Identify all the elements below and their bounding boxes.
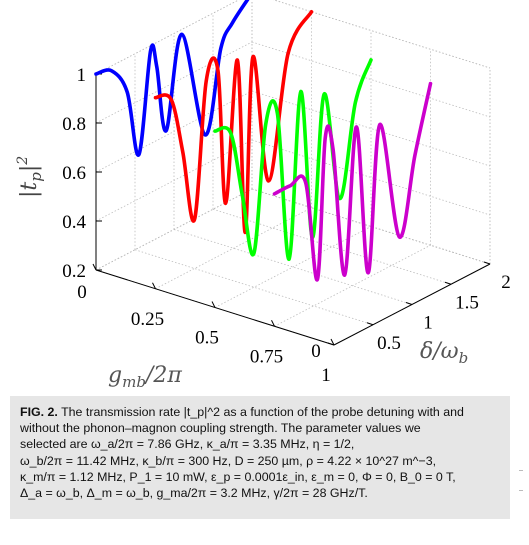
y-axis-label: δ/ωb	[420, 339, 468, 367]
grid-line-z	[251, 139, 491, 216]
chart-series-group	[94, 0, 433, 282]
grid-line-z	[251, 90, 491, 167]
x-tick-mark	[92, 263, 97, 271]
y-tick-mark	[327, 342, 335, 346]
x-tick-mark	[152, 282, 156, 289]
y-tick-label: 0.5	[377, 333, 401, 354]
x-tick-label: 1	[321, 365, 331, 386]
series-line-3	[272, 81, 433, 282]
grid-line-delta	[212, 208, 452, 285]
x-axis-label: gmb/2π	[108, 363, 182, 390]
caption-line-6: Δ_a = ω_b, Δ_m = ω_b, g_ma/2π = 3.2 MHz,…	[20, 486, 368, 501]
caption-line-4: ω_b/2π = 11.42 MHz, κ_b/π = 300 Hz, D = …	[20, 453, 437, 468]
grid-line-delta	[173, 229, 413, 305]
y-tick-label: 1	[423, 313, 433, 334]
grid-line-delta	[251, 188, 491, 265]
z-tick-label: 1	[77, 65, 87, 86]
caption-line-2: without the phonon–magnon coupling stren…	[20, 421, 421, 436]
grid-line-g	[155, 207, 312, 290]
z-tick-label: 0.6	[62, 163, 86, 184]
margin-mark	[519, 470, 523, 471]
grid-line-g	[95, 188, 253, 271]
x-tick-label: 0.75	[250, 346, 283, 367]
x-tick-label: 0.5	[195, 328, 219, 349]
z-axis-label: |tp|2	[15, 156, 45, 198]
x-tick-mark	[271, 320, 275, 327]
grid-line-g	[274, 244, 431, 327]
y-tick-mark	[444, 281, 452, 285]
grid-line-g	[214, 226, 372, 308]
x-tick-label: 0.25	[131, 309, 164, 330]
y-tick-label: 1.5	[455, 292, 479, 313]
grid-line-delta	[134, 249, 374, 326]
y-tick-label: 2	[501, 272, 511, 293]
series-line-1	[153, 10, 314, 235]
y-tick-mark	[405, 302, 413, 305]
margin-mark	[519, 490, 523, 491]
x-tick-mark	[330, 338, 335, 346]
z-tick-label: 0.2	[62, 261, 86, 282]
y-tick-label: 0	[311, 341, 321, 362]
y-tick-mark	[366, 322, 374, 326]
series-line-0	[94, 0, 250, 157]
z-tick-label: 0.8	[62, 114, 86, 135]
figure-caption: FIG. 2. The transmission rate |t_p|^2 as…	[10, 396, 510, 519]
grid-line-z	[95, 0, 240, 75]
caption-line-5: κ_m/π = 1.12 MHz, P_1 = 10 mW, ε_p = 0.0…	[20, 469, 456, 484]
x-tick-label: 0	[77, 282, 87, 303]
caption-line-3: selected are ω_a/2π = 7.86 GHz, κ_a/π = …	[20, 437, 355, 452]
grid-line-z	[272, 0, 491, 69]
figure-label: FIG. 2.	[20, 405, 58, 419]
z-tick-label: 0.4	[62, 212, 86, 233]
y-tick-mark	[483, 261, 491, 265]
x-tick-mark	[211, 301, 216, 308]
caption-line-1: The transmission rate |t_p|^2 as a funct…	[61, 405, 464, 419]
chart-axes	[92, 73, 491, 346]
grid-line-z	[251, 41, 491, 118]
